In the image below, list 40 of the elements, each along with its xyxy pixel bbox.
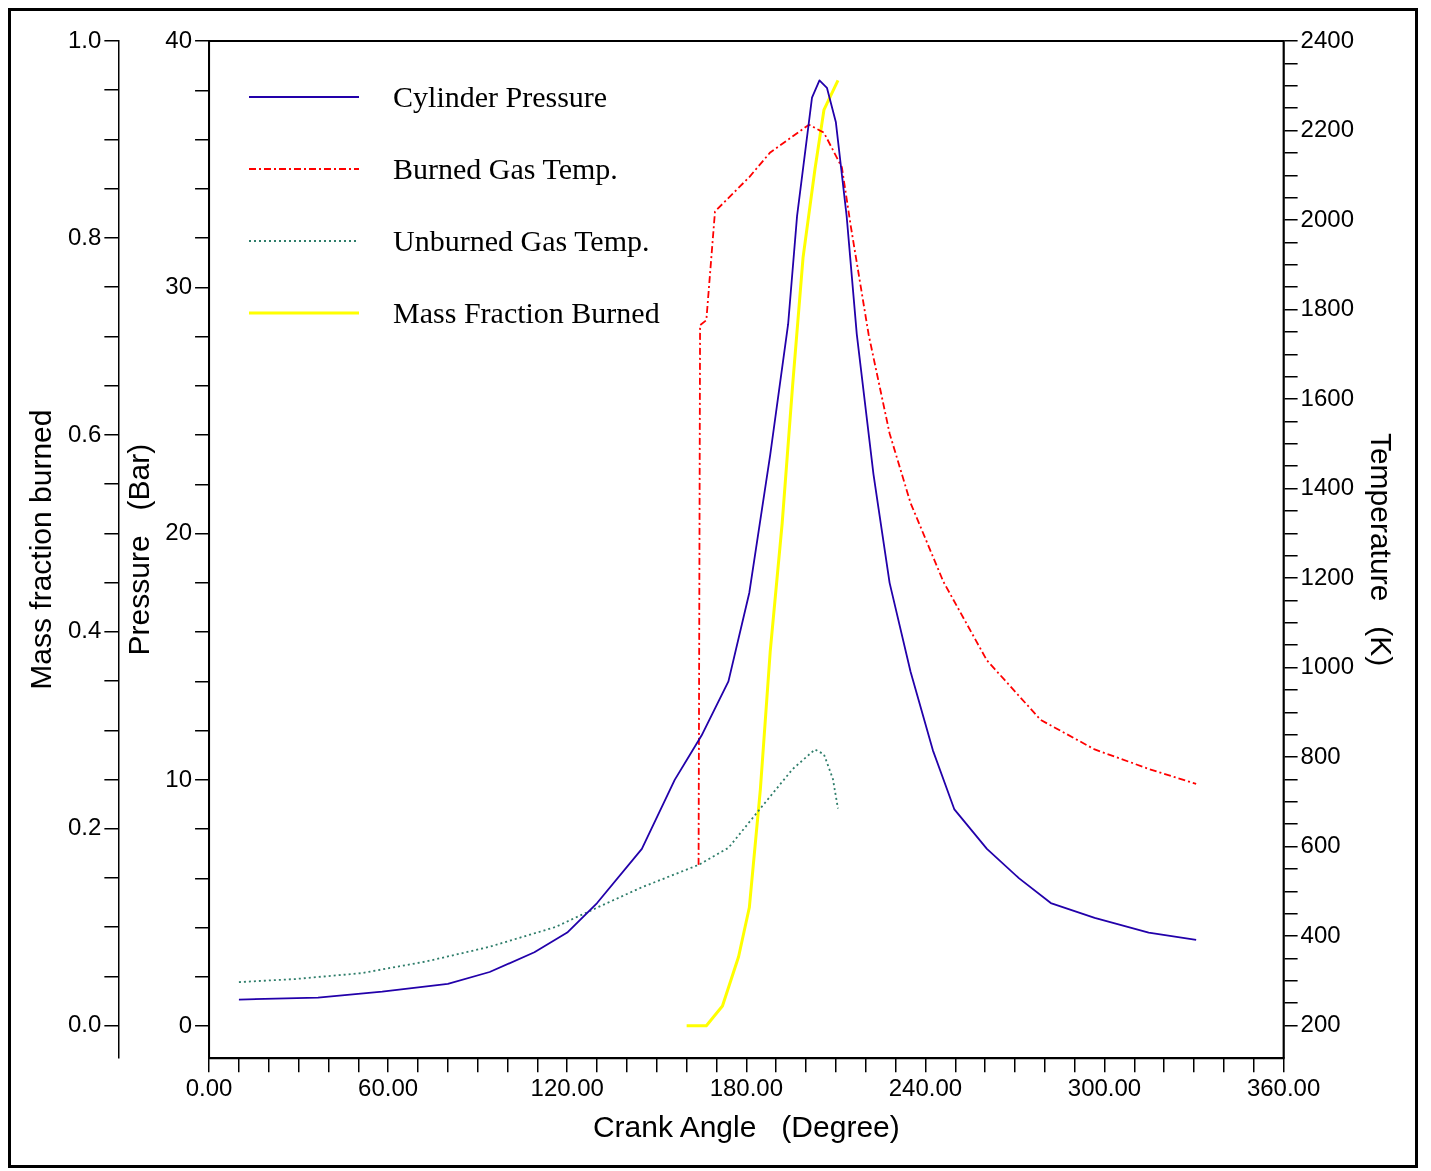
y2-tick-label: 1400 <box>1300 473 1354 501</box>
y2-tick-label: 2200 <box>1300 115 1354 143</box>
x-tick-label: 240.00 <box>888 1074 963 1102</box>
y3-tick-label: 1.0 <box>67 25 102 53</box>
y2-tick-label: 1000 <box>1300 652 1354 680</box>
y-tick-label: 30 <box>165 271 193 299</box>
y-axis-title: Pressure (Bar) <box>121 443 155 656</box>
y-tick-label: 40 <box>165 25 193 53</box>
x-tick-label: 120.00 <box>530 1074 604 1102</box>
x-tick-label: 360.00 <box>1246 1074 1321 1102</box>
y2-tick-label: 400 <box>1300 920 1341 948</box>
y3-tick-label: 0.6 <box>67 419 102 447</box>
y-tick-label: 0 <box>178 1010 193 1038</box>
legend-label: Burned Gas Temp. <box>393 152 618 186</box>
y3-tick-label: 0.0 <box>67 1010 102 1038</box>
y2-tick-label: 2000 <box>1300 204 1354 232</box>
y-tick-label: 10 <box>165 764 193 792</box>
y2-tick-label: 2400 <box>1300 25 1354 53</box>
x-tick-label: 180.00 <box>709 1074 784 1102</box>
y3-axis-title: Mass fraction burned <box>24 409 58 690</box>
x-tick-label: 60.00 <box>358 1074 419 1102</box>
y-tick-label: 20 <box>165 518 193 546</box>
y2-axis-title: Temperature (K) <box>1364 432 1398 667</box>
line-series <box>697 123 1198 866</box>
legend-label: Mass Fraction Burned <box>393 296 660 330</box>
line-series <box>238 748 839 984</box>
x-tick-label: 300.00 <box>1067 1074 1142 1102</box>
x-axis-title: Crank Angle (Degree) <box>592 1110 900 1144</box>
y3-tick-label: 0.2 <box>67 813 102 841</box>
y2-tick-label: 600 <box>1300 831 1341 859</box>
y2-tick-label: 1200 <box>1300 562 1354 590</box>
x-tick-label: 0.00 <box>185 1074 233 1102</box>
y2-tick-label: 800 <box>1300 741 1341 769</box>
y3-tick-label: 0.4 <box>67 616 102 644</box>
y2-tick-label: 1800 <box>1300 294 1354 322</box>
y2-tick-label: 200 <box>1300 1010 1341 1038</box>
y3-tick-label: 0.8 <box>67 222 102 250</box>
y2-tick-label: 1600 <box>1300 383 1354 411</box>
legend-label: Unburned Gas Temp. <box>393 224 650 258</box>
legend-label: Cylinder Pressure <box>393 80 608 114</box>
